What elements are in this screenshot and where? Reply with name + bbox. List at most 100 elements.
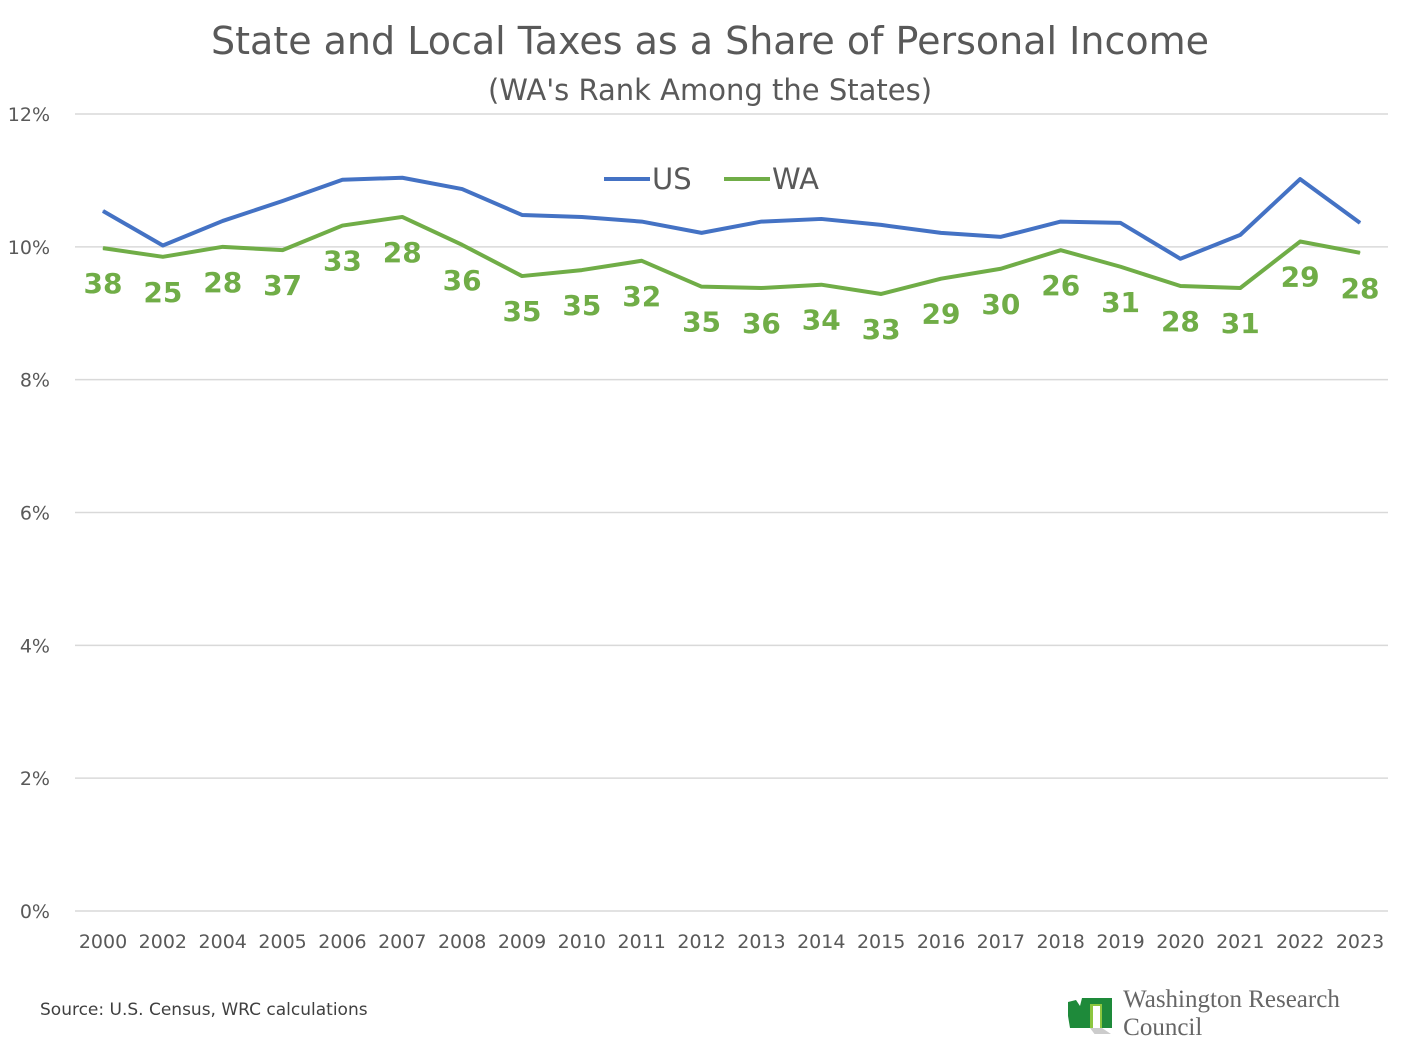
data-point-us	[1359, 222, 1361, 224]
x-tick-label: 2009	[498, 931, 546, 953]
data-point-us	[1239, 234, 1241, 236]
data-point-wa	[760, 287, 762, 289]
data-point-us	[401, 177, 403, 179]
data-point-us	[641, 221, 643, 223]
legend-label-wa: WA	[772, 162, 819, 196]
data-label: 36	[443, 264, 482, 297]
y-tick-label: 2%	[20, 768, 50, 790]
x-tick-label: 2012	[677, 931, 725, 953]
data-label: 33	[323, 245, 362, 278]
data-point-wa	[581, 269, 583, 271]
data-label: 37	[263, 269, 302, 302]
washington-state-logo-icon	[1068, 998, 1112, 1034]
data-point-wa	[1000, 268, 1002, 270]
data-point-us	[1299, 178, 1301, 180]
data-point-us	[162, 245, 164, 247]
data-point-wa	[461, 244, 463, 246]
data-point-wa	[1060, 249, 1062, 251]
data-label: 28	[383, 236, 422, 269]
y-tick-label: 4%	[20, 635, 50, 657]
data-label: 25	[143, 276, 182, 309]
data-point-wa	[1359, 252, 1361, 254]
data-point-us	[341, 179, 343, 181]
data-point-us	[581, 216, 583, 218]
x-tick-label: 2002	[139, 931, 187, 953]
data-point-us	[521, 214, 523, 216]
y-tick-label: 12%	[8, 104, 50, 126]
data-point-us	[940, 232, 942, 234]
data-point-us	[222, 220, 224, 222]
data-point-us	[820, 218, 822, 220]
data-label: 28	[1341, 272, 1380, 305]
data-label: 35	[562, 289, 601, 322]
series-line-us	[102, 175, 1362, 261]
data-point-us	[1120, 222, 1122, 224]
y-tick-label: 6%	[20, 503, 50, 525]
x-tick-label: 2000	[79, 931, 127, 953]
data-label: 28	[1161, 305, 1200, 338]
x-tick-label: 2021	[1216, 931, 1264, 953]
data-point-us	[760, 221, 762, 223]
data-point-us	[880, 224, 882, 226]
data-label: 35	[682, 306, 721, 339]
x-tick-label: 2022	[1276, 931, 1324, 953]
data-label: 35	[503, 295, 542, 328]
y-tick-label: 10%	[8, 237, 50, 259]
x-tick-label: 2014	[797, 931, 845, 953]
x-tick-label: 2005	[258, 931, 306, 953]
data-point-wa	[940, 278, 942, 280]
data-label: 29	[922, 298, 961, 331]
data-point-wa	[641, 260, 643, 262]
data-label: 28	[203, 266, 242, 299]
data-label: 31	[1221, 307, 1260, 340]
x-tick-label: 2023	[1336, 931, 1384, 953]
data-label: 30	[981, 288, 1020, 321]
data-point-us	[282, 200, 284, 202]
data-label: 26	[1041, 269, 1080, 302]
y-tick-label: 8%	[20, 370, 50, 392]
data-point-us	[1000, 236, 1002, 238]
data-point-wa	[1239, 287, 1241, 289]
data-label: 38	[84, 267, 123, 300]
x-tick-label: 2018	[1037, 931, 1085, 953]
x-tick-label: 2004	[199, 931, 247, 953]
x-tick-label: 2019	[1096, 931, 1144, 953]
data-point-wa	[701, 286, 703, 288]
data-point-wa	[341, 225, 343, 227]
data-point-wa	[1299, 241, 1301, 243]
data-point-wa	[880, 293, 882, 295]
x-tick-label: 2010	[558, 931, 606, 953]
data-point-us	[1060, 221, 1062, 223]
data-point-wa	[102, 247, 104, 249]
chart-subtitle: (WA's Rank Among the States)	[488, 73, 932, 107]
x-tick-label: 2006	[318, 931, 366, 953]
data-point-wa	[1120, 266, 1122, 268]
x-tick-label: 2007	[378, 931, 426, 953]
x-tick-label: 2020	[1156, 931, 1204, 953]
data-point-wa	[282, 249, 284, 251]
x-tick-label: 2017	[977, 931, 1025, 953]
data-point-wa	[820, 284, 822, 286]
y-tick-label: 0%	[20, 901, 50, 923]
x-tick-label: 2015	[857, 931, 905, 953]
data-point-us	[461, 188, 463, 190]
x-tick-label: 2011	[618, 931, 666, 953]
data-point-us	[701, 232, 703, 234]
data-point-wa	[222, 246, 224, 248]
data-point-wa	[1179, 285, 1181, 287]
source-note: Source: U.S. Census, WRC calculations	[40, 1000, 368, 1020]
data-point-wa	[521, 275, 523, 277]
x-tick-label: 2008	[438, 931, 486, 953]
x-tick-label: 2013	[737, 931, 785, 953]
data-point-us	[102, 210, 104, 212]
data-label: 34	[802, 304, 841, 337]
data-label: 32	[622, 280, 661, 313]
data-label: 29	[1281, 261, 1320, 294]
chart-title: State and Local Taxes as a Share of Pers…	[211, 19, 1209, 63]
x-tick-label: 2016	[917, 931, 965, 953]
data-point-wa	[401, 216, 403, 218]
data-label: 36	[742, 307, 781, 340]
data-label: 33	[862, 313, 901, 346]
data-label: 31	[1101, 286, 1140, 319]
